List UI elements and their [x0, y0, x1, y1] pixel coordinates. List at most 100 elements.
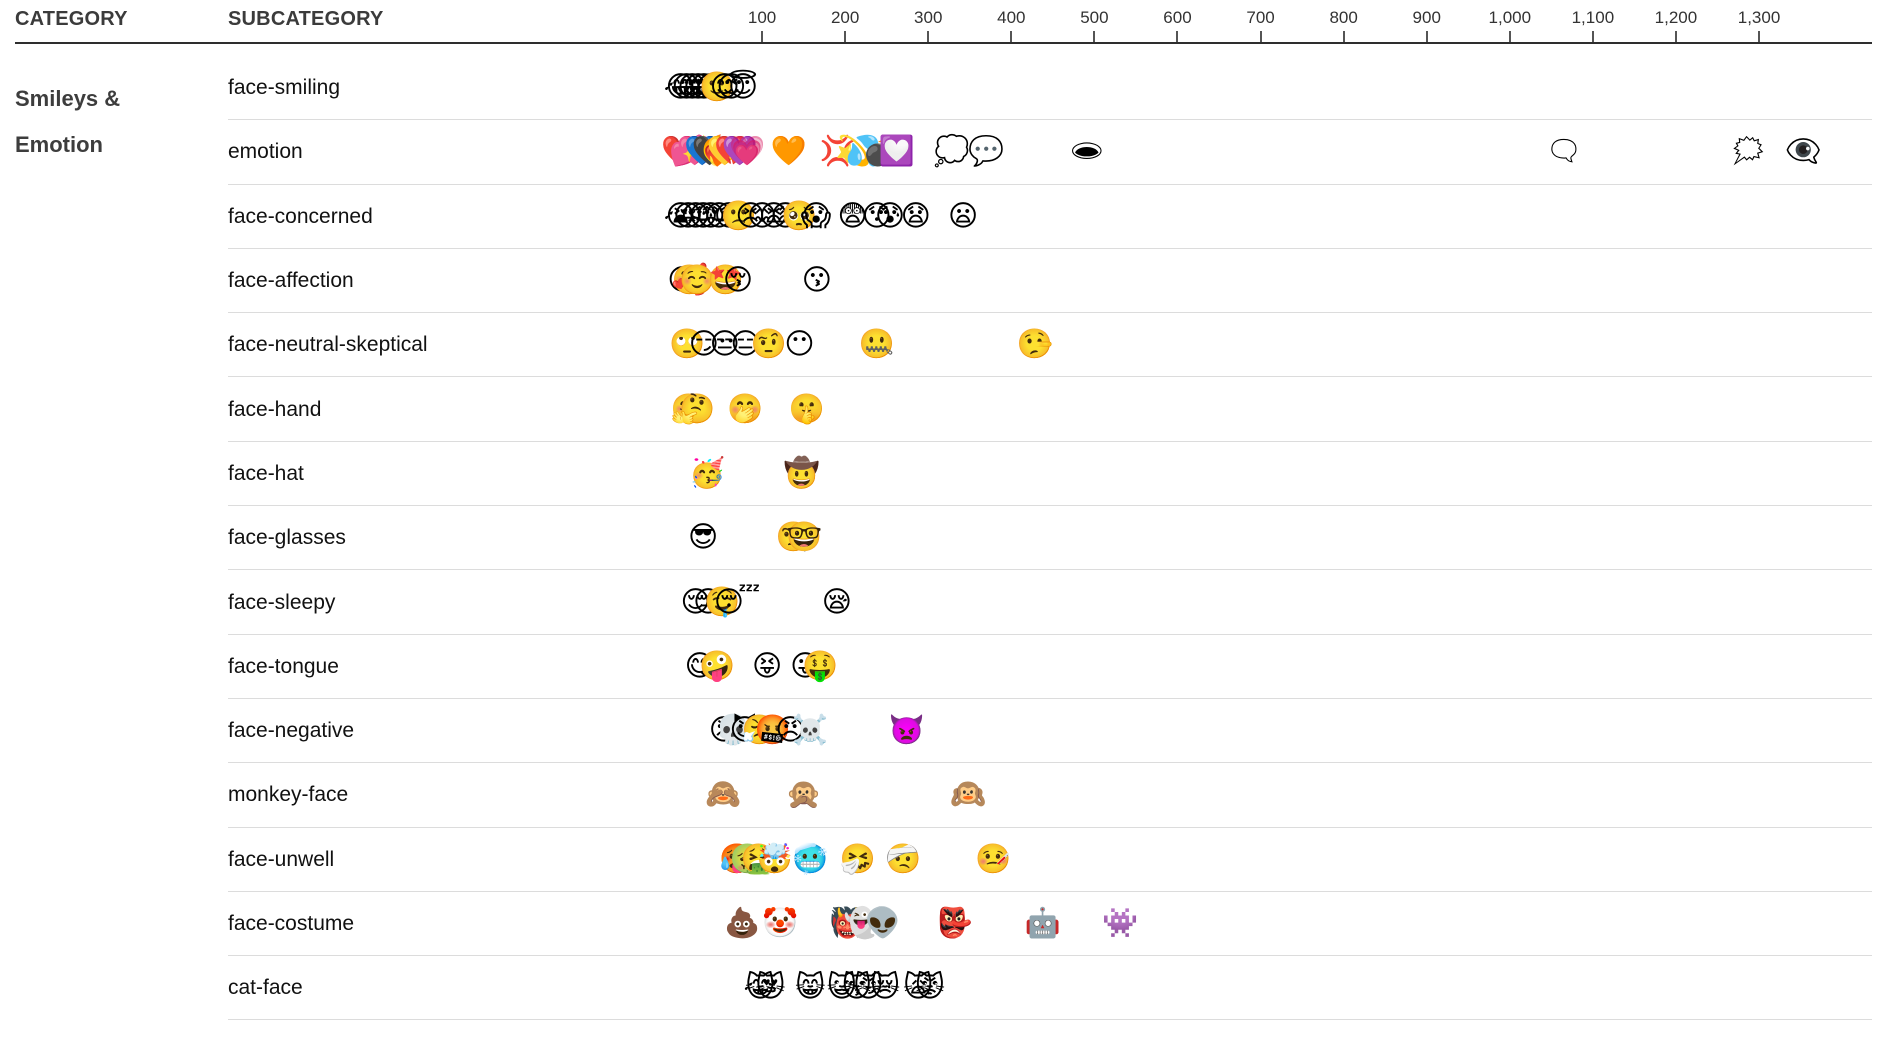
emoji-point: ☠️ — [792, 714, 829, 747]
emoji-point: 🥶 — [792, 843, 829, 876]
row-separator — [228, 633, 1872, 635]
emoji-point: 😟 — [713, 200, 744, 233]
emoji-point: 😄 — [677, 71, 708, 104]
emoji-point: 😌 — [680, 586, 711, 619]
row-separator — [228, 247, 1872, 249]
emoji-point: 💢 — [819, 135, 856, 168]
emoji-point: 🤠 — [783, 457, 821, 490]
emoji-point: 💙 — [684, 135, 721, 168]
emoji-point: 😔 — [703, 200, 734, 233]
emoji-point: 🧡 — [770, 135, 807, 168]
category-label: Smileys & Emotion — [15, 76, 120, 168]
emoji-point: 👽 — [864, 907, 901, 940]
subcategory-row: face-glasses 😎 🧐 🤓 — [0, 506, 1886, 571]
emoji-point: 😝 — [751, 650, 783, 683]
emoji-point: 🥰 — [671, 264, 708, 297]
emoji-point: 😻 — [755, 971, 786, 1004]
emoji-point: 😤 — [741, 714, 778, 747]
emoji-point: 😉 — [716, 71, 747, 104]
emoji-point: 🤗 — [670, 393, 708, 426]
emoji-point: 👿 — [888, 714, 925, 747]
x-axis-tick-mark — [761, 31, 764, 42]
emoji-point: 🤑 — [802, 650, 839, 683]
row-separator — [228, 312, 1872, 314]
emoji-point: 😫 — [758, 200, 789, 233]
emoji-point: 🤢 — [729, 843, 767, 876]
emoji-point: 😂 — [663, 71, 698, 104]
emoji-point: 🙂 — [699, 71, 736, 104]
emoji-point: 🤩 — [707, 264, 744, 297]
x-axis-tick-label: 100 — [747, 8, 777, 27]
x-axis-tick-label: 400 — [997, 8, 1026, 27]
emoji-point: 🗨 — [1545, 135, 1583, 168]
x-axis-tick-mark — [1176, 31, 1179, 42]
subcategory-row: monkey-face 🙈 🙊 🙉 — [0, 763, 1886, 828]
emoji-point: 👾 — [1102, 907, 1139, 940]
emoji-point: 😪 — [821, 586, 852, 619]
x-axis-tick-mark — [1508, 31, 1511, 42]
subcategory-label: face-tongue — [228, 654, 339, 678]
row-separator — [228, 569, 1872, 571]
emoji-point: 😅 — [695, 71, 726, 104]
x-axis-tick-label: 1,300 — [1737, 8, 1781, 27]
x-axis-tick-mark — [1758, 31, 1761, 42]
emoji-point: 😼 — [853, 971, 884, 1004]
emoji-point: 🖤 — [691, 135, 728, 168]
subcategory-row: face-negative 😡 💀 😈 😤 🤬 😠 ☠️ 👿 — [0, 699, 1886, 764]
emoji-point: 💫 — [835, 135, 872, 168]
emoji-point: 😁 — [682, 71, 714, 104]
emoji-point: 😓 — [687, 200, 719, 233]
emoji-point: 🙄 — [669, 328, 706, 361]
x-axis-tick-mark — [1591, 31, 1594, 42]
subcategory-row: face-hand 🤗 🤔 🤭 🤫 — [0, 378, 1886, 442]
emoji-point: 🤐 — [858, 328, 895, 361]
emoji-point: 👁️‍🗨️ — [1785, 135, 1822, 168]
emoji-point: ❤️‍🔥 — [699, 135, 736, 168]
emoji-point: 💛 — [706, 135, 743, 168]
emoji-point: 🤮 — [740, 843, 777, 876]
category-column-header: CATEGORY — [15, 8, 128, 30]
emoji-point: 🙉 — [950, 778, 987, 811]
x-axis-tick-mark — [1342, 31, 1345, 42]
subcategory-row: face-sleepy 😌 😔 🤤 😴 😪 — [0, 570, 1886, 635]
emoji-point: 😿 — [869, 971, 901, 1004]
emoji-point: 💗 — [729, 135, 766, 168]
emoji-point: 😰 — [874, 200, 906, 233]
emoji-point: 😥 — [680, 200, 711, 233]
category-label-line1: Smileys & — [15, 86, 121, 111]
emoji-point: 🙁 — [720, 200, 757, 233]
row-separator — [228, 440, 1872, 442]
emoji-point: 💔 — [714, 135, 751, 168]
emoji-point: 😏 — [688, 328, 720, 361]
emoji-point: 😭 — [663, 200, 698, 233]
x-axis-tick-mark — [927, 31, 930, 42]
emoji-point: 💩 — [724, 907, 761, 940]
emoji-point: 😸 — [795, 971, 826, 1004]
emoji-point: 🤔 — [679, 393, 716, 426]
x-axis-line — [15, 42, 1872, 44]
emoji-point: 🗯 — [1729, 135, 1767, 168]
emoji-point: 🙊 — [785, 778, 822, 811]
emoji-point: ❤️ — [660, 135, 698, 168]
emoji-point: 😑 — [730, 328, 761, 361]
category-label-line2: Emotion — [15, 132, 103, 157]
x-axis-tick-mark — [1674, 31, 1677, 42]
subcategory-label: emotion — [228, 140, 303, 164]
emoji-point: 😦 — [948, 200, 979, 233]
x-axis-tick-label: 200 — [830, 8, 860, 27]
emoji-point: 🤫 — [788, 393, 825, 426]
x-axis-tick-label: 1,100 — [1571, 8, 1615, 27]
emoji-point: 😨 — [837, 200, 868, 233]
row-separator — [228, 826, 1872, 828]
emoji-point: 🤓 — [786, 521, 823, 554]
row-separator — [228, 955, 1872, 957]
row-separator — [228, 119, 1872, 121]
emoji-point: 😔 — [692, 586, 724, 619]
emoji-point: 😎 — [687, 521, 719, 554]
x-axis-tick-mark — [1259, 31, 1262, 42]
subcategory-label: cat-face — [228, 976, 303, 1000]
emoji-point: 🤬 — [754, 714, 791, 747]
emoji-point: 😖 — [746, 200, 778, 233]
x-axis-tick-label: 600 — [1163, 8, 1192, 27]
emoji-point: 😜 — [790, 650, 821, 683]
